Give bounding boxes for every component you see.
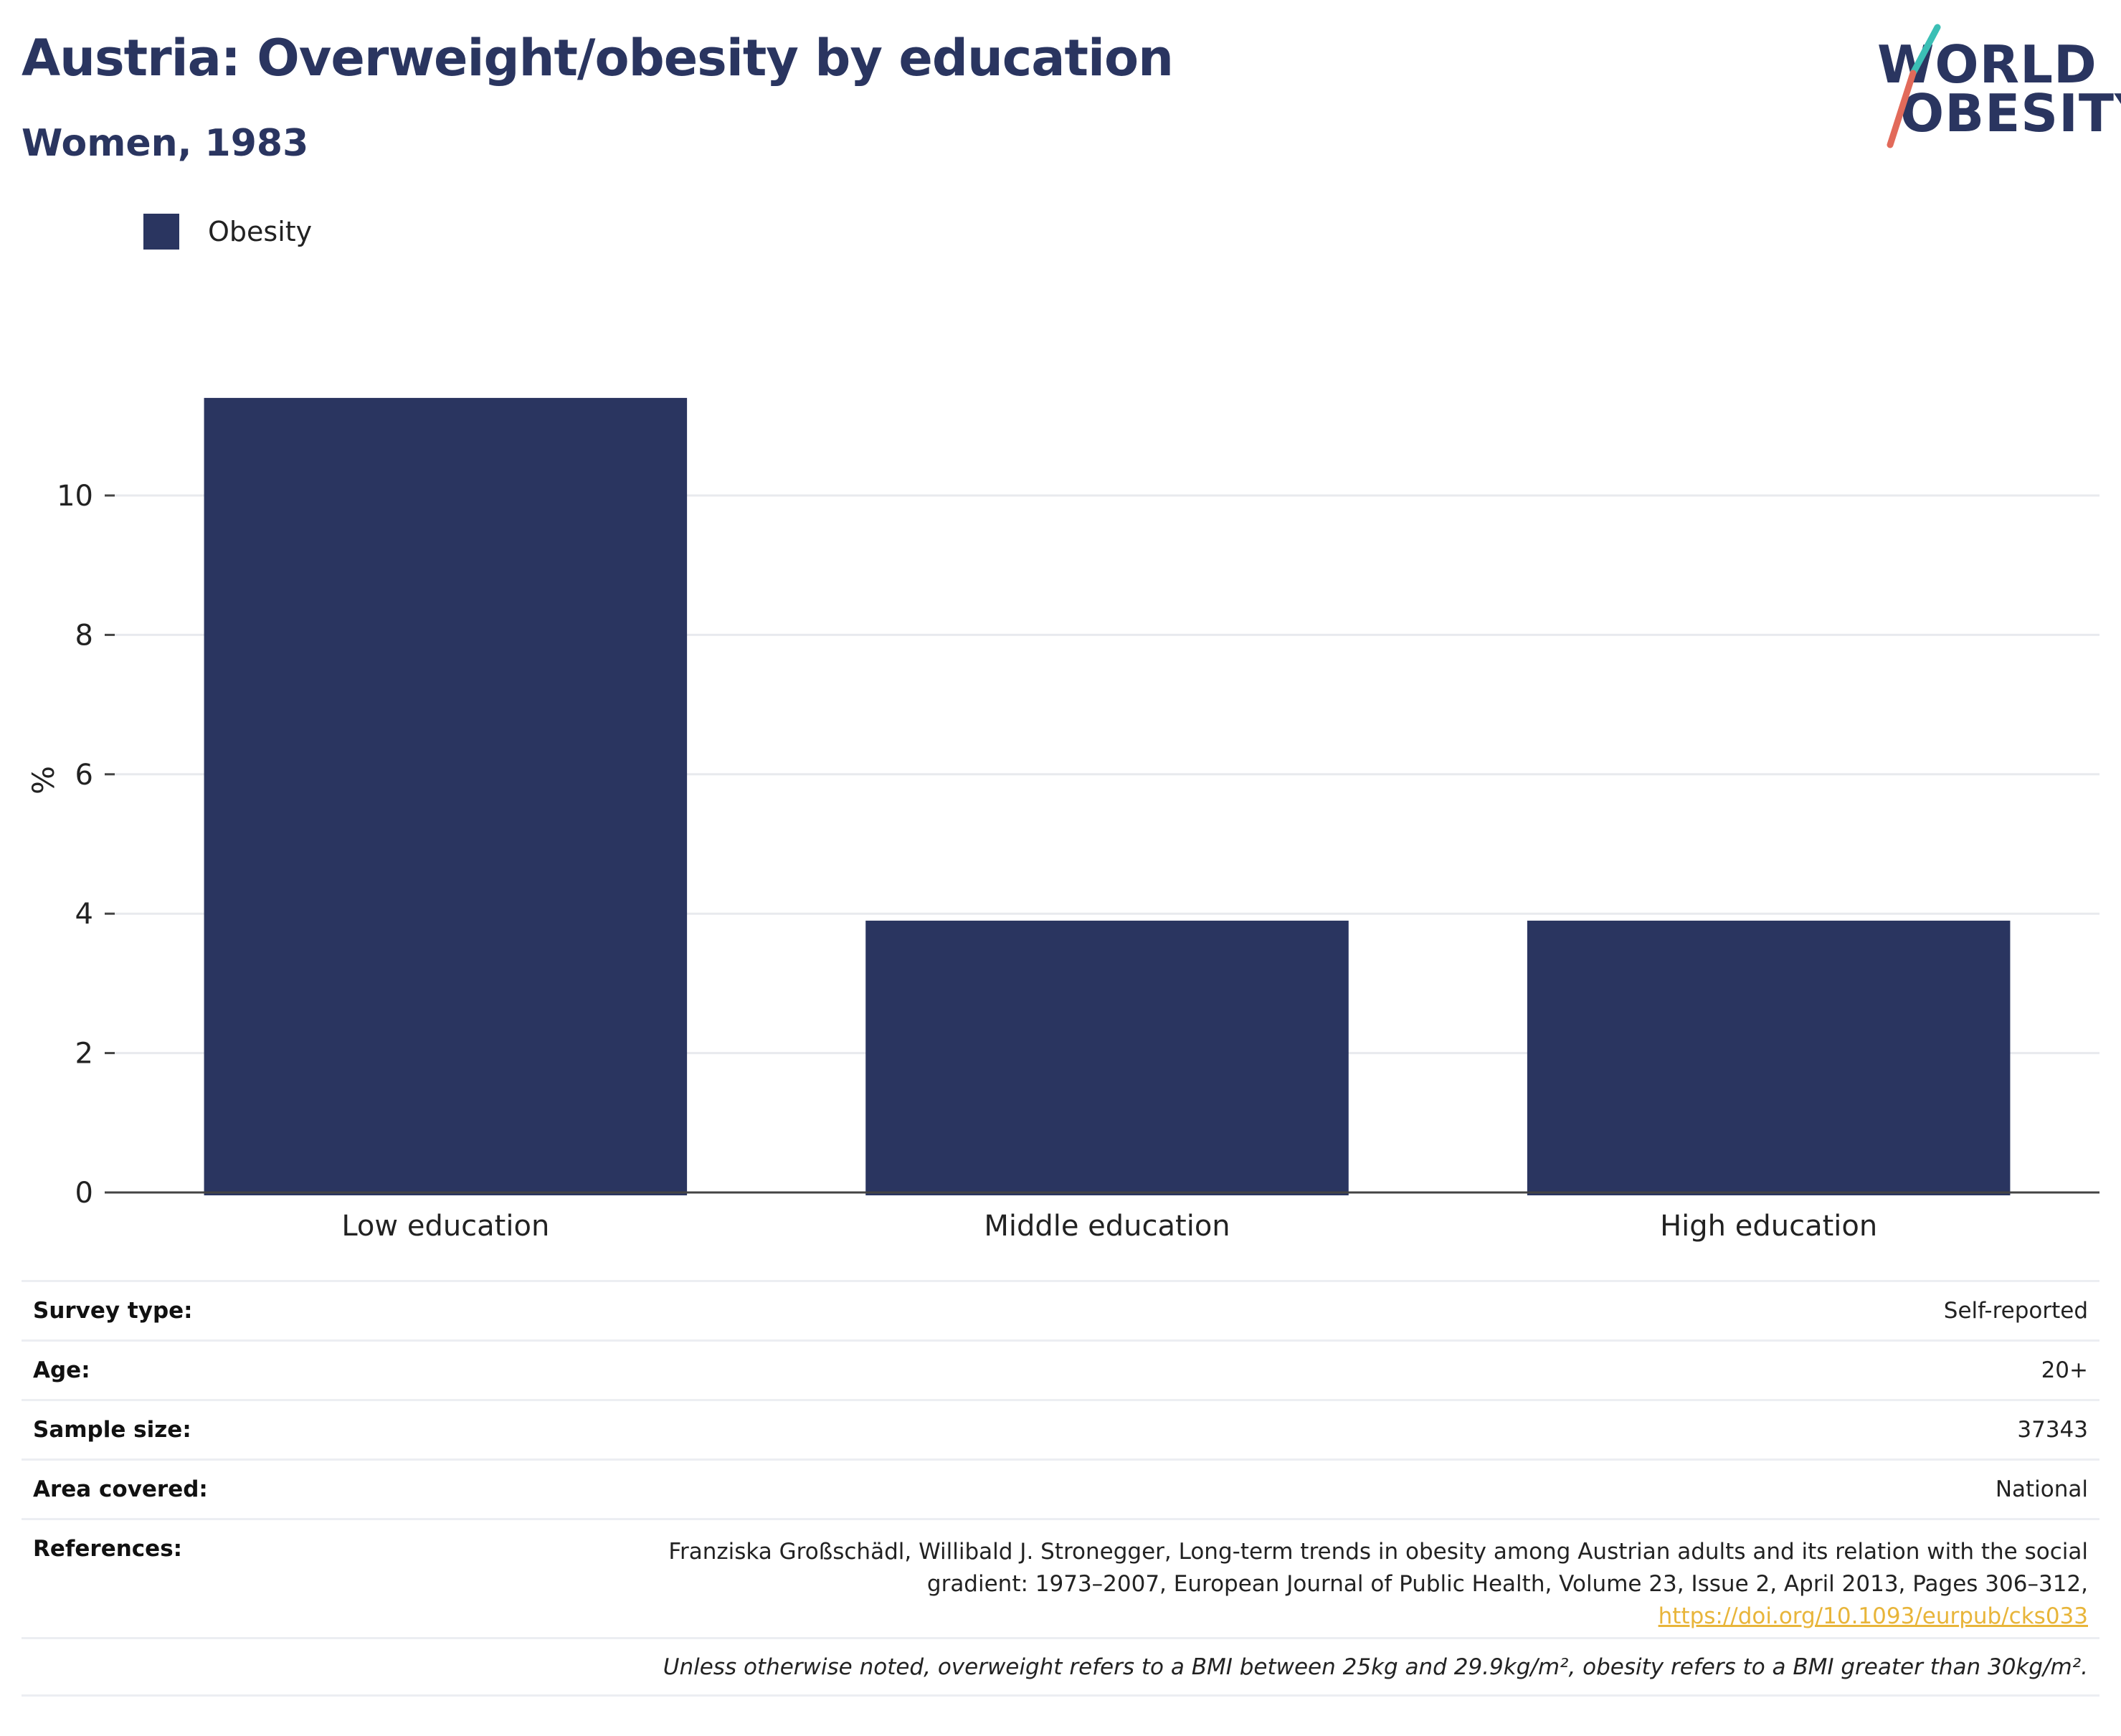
age-value: 20+ bbox=[2041, 1357, 2088, 1383]
info-row-sample-size: Sample size: 37343 bbox=[22, 1399, 2099, 1458]
info-row-age: Age: 20+ bbox=[22, 1339, 2099, 1399]
sample-size-value: 37343 bbox=[2017, 1417, 2088, 1443]
legend-swatch bbox=[143, 214, 179, 250]
x-category-label: High education bbox=[1660, 1210, 1877, 1243]
y-tick-label: 8 bbox=[75, 619, 93, 652]
logo-word-world: WORLD bbox=[1877, 34, 2097, 95]
y-tick-label: 2 bbox=[75, 1038, 93, 1071]
area-covered-value: National bbox=[1995, 1476, 2088, 1502]
bar-chart: 0 2 4 6 8 10 Low education Middle education High… bbox=[26, 397, 2099, 1243]
axes: 0 2 4 6 8 10 Low education Middle education High… bbox=[57, 480, 2099, 1243]
references-value: Franziska Großschädl, Willibald J. Stron… bbox=[668, 1536, 2088, 1633]
legend-label: Obesity bbox=[208, 216, 313, 247]
bars bbox=[204, 397, 2011, 1196]
info-row-survey-type: Survey type: Self-reported bbox=[22, 1280, 2099, 1339]
y-tick-label: 4 bbox=[75, 898, 93, 931]
y-axis-title: % bbox=[26, 766, 61, 795]
chart-subtitle: Women, 1983 bbox=[22, 122, 309, 165]
survey-type-value: Self-reported bbox=[1943, 1298, 2088, 1324]
y-tick-label: 0 bbox=[75, 1177, 93, 1210]
area-covered-label: Area covered: bbox=[33, 1476, 208, 1502]
x-category-label: Middle education bbox=[984, 1210, 1230, 1243]
bar-middle-education bbox=[865, 920, 1349, 1195]
logo-slash-icon bbox=[1887, 24, 1941, 148]
references-line-1: Franziska Großschädl, Willibald J. Stron… bbox=[668, 1539, 2088, 1565]
footnote-row: Unless otherwise noted, overweight refer… bbox=[22, 1637, 2099, 1697]
survey-type-label: Survey type: bbox=[33, 1298, 193, 1324]
legend: Obesity bbox=[143, 214, 312, 250]
bar-low-education bbox=[204, 397, 688, 1196]
sample-size-label: Sample size: bbox=[33, 1417, 191, 1443]
y-tick-label: 6 bbox=[75, 759, 93, 792]
world-obesity-logo: WORLD OBESITY bbox=[1857, 22, 2121, 151]
references-line-2: gradient: 1973–2007, European Journal of… bbox=[926, 1571, 2088, 1597]
bar-high-education bbox=[1527, 920, 2011, 1195]
info-row-area-covered: Area covered: National bbox=[22, 1458, 2099, 1518]
x-category-label: Low education bbox=[341, 1210, 549, 1243]
age-label: Age: bbox=[33, 1357, 90, 1383]
metadata-table: Survey type: Self-reported Age: 20+ Samp… bbox=[22, 1280, 2099, 1697]
info-row-references: References: Franziska Großschädl, Willib… bbox=[22, 1518, 2099, 1637]
references-doi-link[interactable]: https://doi.org/10.1093/eurpub/cks033 bbox=[1658, 1603, 2088, 1629]
references-label: References: bbox=[33, 1536, 183, 1562]
bmi-footnote: Unless otherwise noted, overweight refer… bbox=[663, 1654, 2088, 1680]
y-tick-label: 10 bbox=[57, 480, 93, 513]
logo-word-obesity: OBESITY bbox=[1900, 83, 2121, 143]
chart-title: Austria: Overweight/obesity by education bbox=[22, 29, 1174, 87]
